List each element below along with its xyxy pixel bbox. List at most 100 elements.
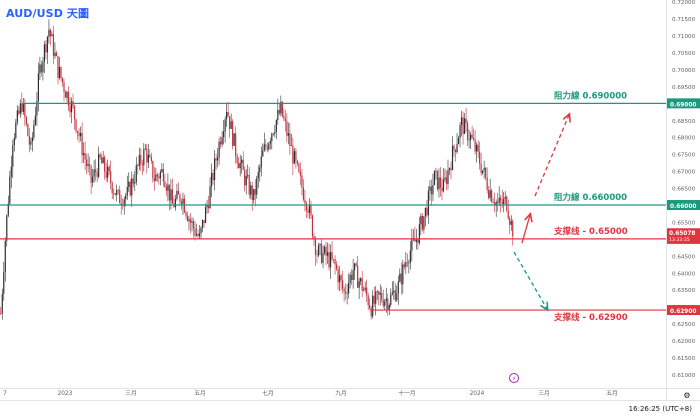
candle-body xyxy=(480,163,482,173)
y-tick-label: 0.61500 xyxy=(672,356,696,362)
candle-body xyxy=(260,156,262,168)
candle-body xyxy=(337,269,339,283)
candle-body xyxy=(40,64,43,73)
candle-body xyxy=(10,166,12,177)
candle-body xyxy=(0,313,2,315)
candle-body xyxy=(474,139,476,152)
candle-body xyxy=(179,194,181,202)
candle-body xyxy=(242,159,244,171)
price-tag-label: 0.66000 xyxy=(670,204,696,210)
candle-body xyxy=(372,295,374,317)
resistance-label: 阻力線 0.690000 xyxy=(554,90,627,101)
candle-body xyxy=(174,198,177,208)
candle-body xyxy=(466,123,469,140)
candle-body xyxy=(354,263,356,271)
candle-body xyxy=(477,144,479,152)
candle-body xyxy=(320,243,323,263)
candle-body xyxy=(117,189,119,191)
candle-body xyxy=(135,165,137,183)
candle-body xyxy=(9,176,11,204)
y-tick-label: 0.69500 xyxy=(672,85,696,91)
candle-body xyxy=(27,123,29,136)
candle-body xyxy=(15,122,17,138)
candle-body xyxy=(150,156,152,161)
candle-body xyxy=(165,186,168,191)
x-tick-label: 三月 xyxy=(538,390,550,397)
candle-body xyxy=(376,291,378,293)
time-axis-divider xyxy=(0,388,700,389)
candle-body xyxy=(207,205,210,209)
candle-body xyxy=(64,91,67,98)
candle-body xyxy=(33,124,35,138)
candle-body xyxy=(120,203,122,205)
candle-body xyxy=(504,196,506,199)
candle-body xyxy=(185,212,187,216)
candle-body xyxy=(442,179,445,192)
candle-body xyxy=(18,110,20,114)
candle-body xyxy=(76,131,79,133)
candle-body xyxy=(485,167,487,178)
candle-body xyxy=(141,164,143,166)
candle-body xyxy=(79,132,82,137)
candle-body xyxy=(149,154,151,157)
candle-body xyxy=(453,145,455,150)
price-tag xyxy=(667,200,700,211)
gear-icon[interactable]: ⚙ xyxy=(683,391,691,400)
candle-body xyxy=(352,270,354,281)
candle-body xyxy=(60,66,62,79)
candle-body xyxy=(144,148,146,150)
candle-body xyxy=(284,118,286,122)
y-tick-label: 0.67500 xyxy=(672,153,696,159)
candle-body xyxy=(448,168,451,171)
candle-body xyxy=(186,215,189,221)
last-price-label: 0.65078 xyxy=(669,231,695,237)
candle-body xyxy=(495,201,497,206)
candle-body xyxy=(483,167,485,171)
candle-body xyxy=(509,218,511,225)
candle-body xyxy=(373,295,375,304)
candle-body xyxy=(420,215,422,225)
candle-body xyxy=(447,170,449,184)
last-price-tag xyxy=(667,228,700,243)
candle-body xyxy=(472,137,475,140)
candle-body xyxy=(280,101,282,114)
candle-body xyxy=(61,78,64,83)
candle-body xyxy=(326,252,329,256)
candle-body xyxy=(381,292,383,301)
candle-body xyxy=(479,151,481,164)
candle-body xyxy=(263,144,265,151)
candle-body xyxy=(460,117,463,126)
candle-body xyxy=(503,198,505,204)
candle-body xyxy=(277,109,279,121)
candle-body xyxy=(247,175,249,177)
event-marker-icon[interactable] xyxy=(509,373,519,383)
candle-body xyxy=(1,293,3,314)
candle-body xyxy=(310,204,312,216)
candle-body xyxy=(147,154,149,163)
candle-body xyxy=(506,196,508,211)
candle-body xyxy=(424,207,427,217)
candle-body xyxy=(226,112,228,120)
candle-body xyxy=(232,121,234,146)
candle-body xyxy=(244,170,246,186)
candle-body xyxy=(82,153,85,156)
candle-body xyxy=(364,287,366,290)
candle-body xyxy=(427,190,430,216)
candle-body xyxy=(292,145,294,164)
candle-body xyxy=(375,291,377,304)
candle-body xyxy=(332,259,335,260)
candle-body xyxy=(46,36,49,53)
candle-body xyxy=(492,201,494,203)
candle-body xyxy=(275,120,277,132)
y-tick-label: 0.71000 xyxy=(672,34,696,40)
candle-body xyxy=(441,187,443,192)
candle-body xyxy=(308,204,311,213)
candle-body xyxy=(400,273,402,285)
candle-body xyxy=(206,205,208,208)
candle-body xyxy=(501,200,503,204)
candle-body xyxy=(189,219,192,223)
candle-body xyxy=(158,176,160,179)
price-tag-label: 0.69000 xyxy=(670,102,696,108)
candle-body xyxy=(463,118,466,134)
